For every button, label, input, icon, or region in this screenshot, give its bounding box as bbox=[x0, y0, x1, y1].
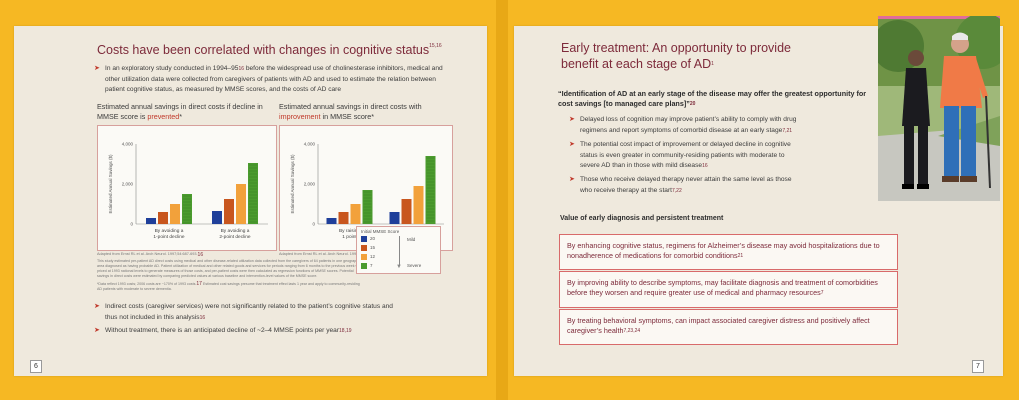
chart1-xtick-label: By avoiding a bbox=[221, 228, 250, 234]
chart2-ytick: 2,000 bbox=[304, 182, 316, 187]
left-page-heading: Costs have been correlated with changes … bbox=[97, 43, 442, 57]
legend-label-20: 20 bbox=[370, 236, 376, 241]
chart1-svg: Estimated Annual Savings ($) 0 2,000 4,000 B… bbox=[108, 142, 268, 240]
legend-label-12: 12 bbox=[370, 254, 376, 259]
chart1-ytick: 4,000 bbox=[122, 142, 134, 147]
chart2-svg: Estimated Annual Savings ($) 0 2,000 4,000 B… bbox=[290, 142, 444, 240]
chart1-bar-1-1 bbox=[224, 199, 234, 224]
chart1-bar-0-3 bbox=[182, 194, 192, 224]
chart2-bar-0-1 bbox=[338, 212, 349, 224]
chart1-box: Estimated Annual Savings ($) 0 2,000 4,000 B… bbox=[97, 125, 277, 251]
chart2-ylabel: Estimated Annual Savings ($) bbox=[290, 154, 295, 214]
chart1-bar-1-2 bbox=[236, 184, 246, 224]
chart1-caption: Adapted from Ernst RL et al. Arch Neurol… bbox=[97, 252, 204, 258]
legend-swatch-15 bbox=[361, 245, 367, 251]
legend-mild: Mild bbox=[407, 237, 416, 242]
chart1-xtick-label: By avoiding a bbox=[155, 228, 184, 234]
severity-arrow-icon: ▼ bbox=[396, 264, 402, 270]
bullet-arrow-icon: ➤ bbox=[94, 327, 100, 334]
chart2-bar-1-0 bbox=[389, 212, 400, 224]
value-box-describe-symptoms: By improving ability to describe symptom… bbox=[559, 271, 898, 308]
chart1-bar-1-3 bbox=[248, 163, 258, 224]
chart2-bar-1-2 bbox=[413, 186, 424, 224]
bullet-cost-impact: ➤ The potential cost impact of improveme… bbox=[569, 141, 791, 169]
chart2-ytick: 4,000 bbox=[304, 142, 316, 147]
value-box-cognitive-status: By enhancing cognitive status, regimens … bbox=[559, 234, 898, 270]
bullet-exploratory-study: ➤ In an exploratory study conducted in 1… bbox=[94, 65, 443, 93]
chart1-bar-0-2 bbox=[170, 204, 180, 224]
mmse-legend: Initial MMSE Score 20 15 12 7 ▼ Mild Sev… bbox=[356, 226, 441, 274]
book-spine bbox=[496, 0, 508, 400]
chart1-ytick: 0 bbox=[130, 222, 133, 227]
legend-severe: Severe bbox=[407, 263, 422, 268]
chart1-bar-0-0 bbox=[146, 218, 156, 224]
chart2-ytick: 0 bbox=[312, 222, 315, 227]
value-box-behavioral-symptoms: By treating behavioral symptoms, can imp… bbox=[559, 309, 898, 345]
chart2-xtick-label: By raising bbox=[339, 228, 360, 234]
chart1-title: Estimated annual savings in direct costs… bbox=[97, 102, 263, 121]
page-number-left: 6 bbox=[30, 360, 42, 373]
chart1-xtick-label: 1-point decline bbox=[153, 234, 185, 240]
chart2-bar-0-2 bbox=[350, 204, 361, 224]
chart1-bar-0-1 bbox=[158, 212, 168, 224]
chart1-xtick-label: 2-point decline bbox=[219, 234, 251, 240]
bullet-without-treatment: ➤ Without treatment, there is an anticip… bbox=[94, 326, 405, 337]
photo-caregiver-and-patient bbox=[878, 16, 1000, 201]
bullet-arrow-icon: ➤ bbox=[94, 303, 100, 310]
identification-callout: “Identification of AD at an early stage … bbox=[558, 89, 867, 108]
chart2-bar-1-3 bbox=[425, 156, 436, 224]
legend-title: Initial MMSE Score bbox=[361, 229, 400, 234]
left-page: Costs have been correlated with changes … bbox=[14, 26, 487, 376]
legend-swatch-7 bbox=[361, 263, 367, 269]
bullet-delayed-loss: ➤ Delayed loss of cognition may improve … bbox=[569, 116, 797, 134]
methodology-footnote: This study estimated per-patient AD dire… bbox=[97, 259, 364, 278]
page-number-right: 7 bbox=[972, 360, 984, 373]
bullet-delayed-therapy: ➤ Those who receive delayed therapy neve… bbox=[569, 176, 792, 194]
chart2-bar-0-0 bbox=[326, 218, 337, 224]
chart2-bar-1-1 bbox=[401, 199, 412, 224]
legend-swatch-20 bbox=[361, 236, 367, 242]
bullet-arrow-icon: ➤ bbox=[569, 176, 575, 183]
cost-footnote: *Data reflect 1993 costs; 2006 costs are… bbox=[97, 281, 360, 292]
legend-label-7: 7 bbox=[370, 263, 373, 268]
right-page-heading: Early treatment: An opportunity to provi… bbox=[561, 41, 791, 71]
legend-swatch-12 bbox=[361, 254, 367, 260]
chart1-ylabel: Estimated Annual Savings ($) bbox=[108, 154, 113, 214]
chart2-xtick-label: 1 point bbox=[342, 234, 357, 240]
bullet-arrow-icon: ➤ bbox=[569, 116, 575, 123]
severity-arrow-line bbox=[399, 236, 400, 266]
chart1-bar-1-0 bbox=[212, 211, 222, 224]
photo-illustration bbox=[878, 16, 1000, 201]
legend-label-15: 15 bbox=[370, 245, 376, 250]
chart1-ytick: 2,000 bbox=[122, 182, 134, 187]
chart2-title: Estimated annual savings in direct costs… bbox=[279, 102, 422, 121]
bullet-arrow-icon: ➤ bbox=[94, 65, 100, 72]
bullet-arrow-icon: ➤ bbox=[569, 141, 575, 148]
bullet-indirect-costs: ➤ Indirect costs (caregiver services) we… bbox=[94, 303, 393, 321]
section-title-value: Value of early diagnosis and persistent … bbox=[560, 215, 724, 222]
